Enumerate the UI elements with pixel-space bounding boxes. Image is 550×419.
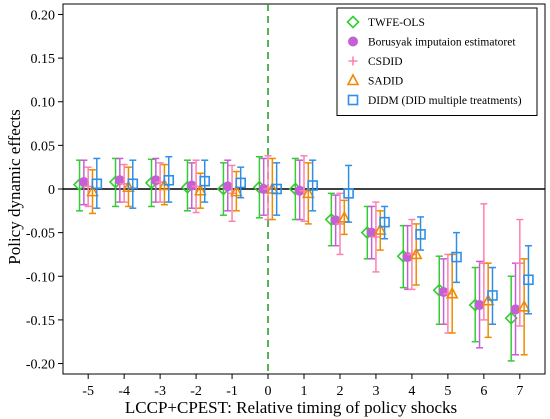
x-tick-label: -5 <box>82 384 94 399</box>
point-marker <box>78 177 89 188</box>
x-axis-label: LCCP+CPEST: Relative timing of policy sh… <box>125 398 457 417</box>
point-marker <box>409 247 423 260</box>
point-marker <box>373 222 387 235</box>
legend-marker-triangle <box>346 73 360 86</box>
series-plus <box>83 155 525 334</box>
y-axis-label: Policy dynamic effects <box>5 109 24 264</box>
point-marker <box>91 178 103 190</box>
legend-label: CSDID <box>368 56 403 68</box>
legend-marker-diamond <box>346 15 360 29</box>
point-marker <box>122 180 135 193</box>
x-tick-label: 6 <box>480 384 487 399</box>
x-tick-label: -1 <box>226 384 238 399</box>
series-square <box>91 155 534 326</box>
y-tick-label: -0.05 <box>26 227 55 242</box>
point-marker <box>366 227 377 238</box>
point-marker <box>510 304 521 315</box>
x-tick-label: 3 <box>372 384 379 399</box>
point-marker <box>194 183 207 196</box>
point-marker <box>235 177 246 189</box>
point-marker <box>199 175 211 187</box>
legend-marker-square <box>347 94 359 106</box>
legend-label: SADID <box>368 76 403 88</box>
point-marker <box>343 188 354 199</box>
point-marker <box>445 286 459 299</box>
legend-box <box>336 7 538 116</box>
x-tick-label: 7 <box>516 384 523 399</box>
point-marker <box>438 286 449 297</box>
point-marker <box>523 274 534 286</box>
point-marker <box>163 174 175 186</box>
point-marker <box>379 216 390 228</box>
point-marker <box>307 180 318 191</box>
legend-marker-plus <box>348 56 358 66</box>
series-circle <box>78 157 521 356</box>
point-marker <box>230 184 243 197</box>
point-marker <box>127 178 139 190</box>
point-marker <box>515 258 525 268</box>
legend-label: TWFE-OLS <box>368 17 425 29</box>
legend: TWFE-OLS Borusyak imputaion estimatoret CS… <box>336 7 538 116</box>
point-marker <box>517 299 531 312</box>
point-marker <box>83 181 93 191</box>
legend-marker-circle <box>348 36 358 47</box>
y-tick-label: 0.10 <box>31 96 56 111</box>
point-marker <box>271 183 282 195</box>
legend-label: DIDM (DID multiple treatments) <box>368 95 522 107</box>
x-tick-label: 1 <box>301 384 308 399</box>
point-marker <box>487 290 498 301</box>
legend-label: Borusyak imputaion estimatoret <box>368 37 516 49</box>
x-tick-label: 0 <box>265 384 272 399</box>
plot-area: 0.20 0.15 0.10 0.05 0 -0.05 -0.10 -0.15 -0.20 -5 -… <box>26 3 546 399</box>
x-tick-label: 4 <box>408 384 415 399</box>
point-marker <box>222 181 233 192</box>
point-marker <box>451 251 462 263</box>
point-marker <box>415 229 426 240</box>
point-marker <box>150 175 161 186</box>
x-tick-label: -3 <box>154 384 166 399</box>
x-tick-label: 2 <box>336 384 343 399</box>
x-tick-label: -2 <box>190 384 202 399</box>
y-tick-label: 0.05 <box>31 139 56 154</box>
point-marker <box>186 180 197 191</box>
x-tick-label: -4 <box>118 384 130 399</box>
y-tick-label: 0.15 <box>31 52 56 67</box>
y-tick-label: -0.10 <box>26 270 55 285</box>
y-tick-label: -0.20 <box>26 358 55 373</box>
point-marker <box>337 210 351 223</box>
point-marker <box>86 184 99 197</box>
y-tick-label: -0.15 <box>26 314 55 329</box>
y-tick-label: 0 <box>48 183 55 198</box>
point-marker <box>301 186 315 199</box>
y-tick-label: 0.20 <box>31 8 56 23</box>
x-tick-label: 5 <box>444 384 451 399</box>
